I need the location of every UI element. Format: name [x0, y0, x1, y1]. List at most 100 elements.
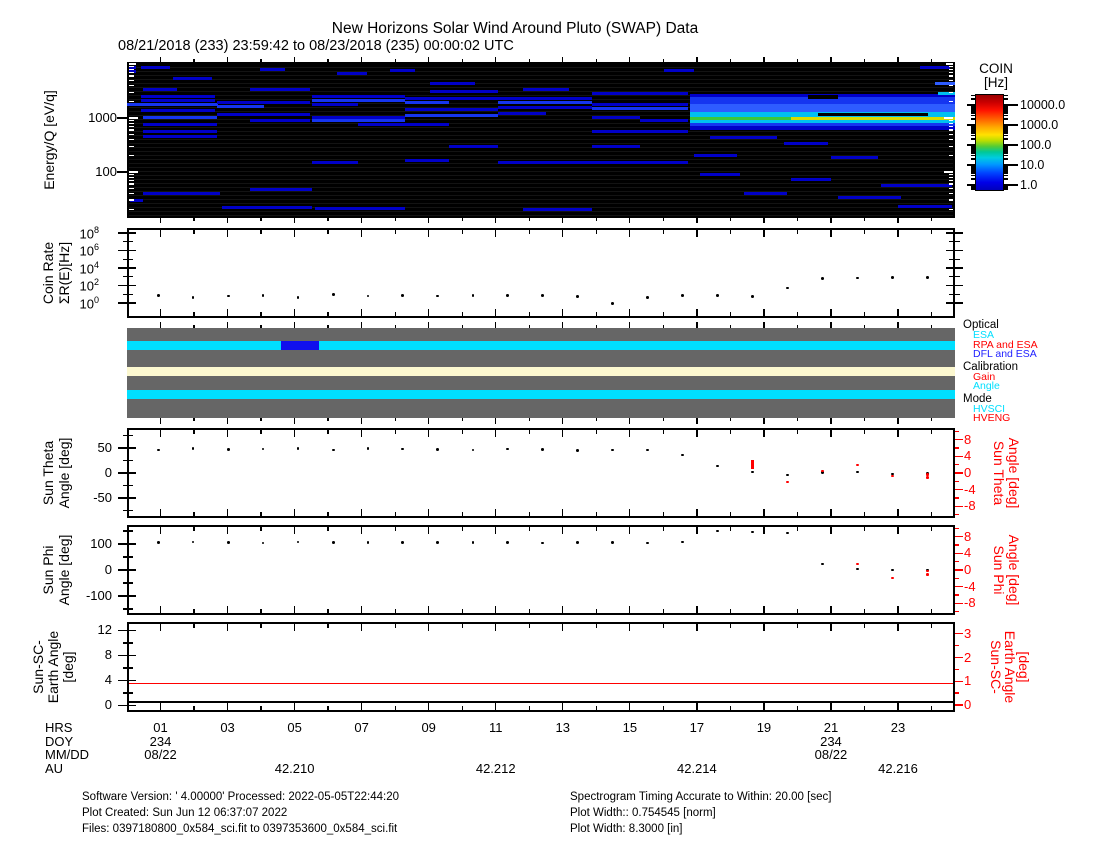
- tick-mark: [226, 230, 229, 237]
- date-label: 08/22: [814, 747, 848, 762]
- tick-mark: [830, 309, 832, 316]
- tick-mark: [955, 602, 963, 604]
- legend-header: Mode: [963, 392, 992, 405]
- ytick-label: 0: [104, 697, 112, 713]
- tick-mark: [129, 654, 136, 657]
- coin-ytick-label: 104: [79, 259, 99, 277]
- tick-mark: [226, 322, 229, 328]
- tick-mark: [863, 312, 866, 316]
- footer-plot-width-norm: Plot Width:: 0.754545 [norm]: [570, 807, 716, 819]
- tick-mark: [955, 505, 963, 507]
- sun-theta-right-ylabel-2: Angle [deg]: [1006, 437, 1022, 509]
- spectrogram-ytick-label: 1000: [88, 109, 117, 125]
- tick-mark: [696, 218, 698, 223]
- tick-mark: [293, 218, 296, 223]
- spectrogram-segment: [807, 94, 838, 99]
- data-point: [926, 472, 929, 476]
- tick-mark: [1004, 110, 1008, 112]
- tick-mark: [461, 706, 463, 710]
- data-point: [856, 470, 859, 474]
- tick-mark: [971, 105, 975, 107]
- tick-mark: [129, 183, 134, 185]
- tick-mark: [193, 706, 195, 710]
- sun-sc-earth-ylabel-2: Earth Angle: [45, 630, 61, 704]
- data-point: [506, 541, 510, 545]
- spectrogram-segment: [404, 100, 449, 104]
- tick-mark: [193, 218, 195, 221]
- tick-mark: [1004, 188, 1008, 191]
- tick-mark: [562, 703, 564, 710]
- spectrogram-segment: [690, 96, 955, 101]
- tick-mark: [897, 322, 899, 328]
- tick-mark: [595, 609, 597, 613]
- tick-mark: [955, 489, 963, 491]
- tick-mark: [955, 267, 963, 269]
- spectrogram-segment: [127, 103, 218, 107]
- tick-mark: [129, 75, 134, 77]
- tick-mark: [696, 509, 698, 516]
- xaxis-row-label-au: AU: [45, 760, 64, 776]
- tick-mark: [123, 241, 127, 243]
- spectrogram-segment: [314, 206, 405, 210]
- tick-mark: [662, 59, 664, 62]
- tick-mark: [863, 218, 866, 221]
- tick-mark: [159, 527, 162, 534]
- tick-mark: [863, 706, 866, 710]
- spectrogram-segment: [743, 191, 788, 195]
- tick-mark: [763, 418, 765, 424]
- tick-mark: [830, 624, 832, 631]
- tick-mark: [971, 165, 975, 167]
- sun-phi-right-ylabel-2: Angle [deg]: [1006, 534, 1022, 606]
- spectrogram-segment: [790, 117, 955, 122]
- tick-mark: [763, 230, 765, 237]
- data-point: [226, 294, 230, 298]
- tick-mark: [955, 692, 959, 694]
- tick-mark: [948, 192, 953, 195]
- spectrogram-segment: [690, 108, 955, 113]
- tick-mark: [595, 325, 597, 328]
- tick-mark: [129, 704, 136, 707]
- sun-theta-ylabel-2: Angle [deg]: [56, 437, 72, 509]
- data-point: [156, 294, 160, 298]
- tick-mark: [796, 312, 799, 316]
- tick-mark: [971, 178, 975, 180]
- tick-mark: [562, 418, 564, 424]
- tick-mark: [897, 309, 899, 316]
- data-point: [401, 447, 405, 451]
- tick-mark: [629, 218, 631, 223]
- tick-mark: [1004, 134, 1008, 137]
- spectrogram-segment: [312, 160, 359, 164]
- tick-mark: [796, 59, 799, 62]
- tick-mark: [662, 218, 664, 221]
- tick-mark: [129, 459, 133, 462]
- tick-mark: [595, 527, 597, 531]
- tick-mark: [260, 624, 262, 628]
- tick-mark: [971, 187, 975, 189]
- spectrogram-segment: [591, 144, 640, 148]
- tick-mark: [123, 459, 127, 462]
- tick-mark: [293, 624, 296, 631]
- tick-mark: [930, 527, 933, 531]
- tick-mark: [528, 527, 530, 531]
- tick-mark: [863, 418, 866, 421]
- tick-mark: [394, 312, 396, 316]
- footer-timing-accuracy: Spectrogram Timing Accurate to Within: 2…: [570, 791, 832, 803]
- spectrogram-segment: [390, 69, 415, 73]
- tick-mark: [562, 230, 564, 237]
- tick-mark: [863, 59, 866, 62]
- tick-mark: [629, 322, 631, 328]
- tick-mark: [293, 322, 296, 328]
- tick-mark: [428, 430, 430, 437]
- tick-mark: [662, 325, 664, 328]
- tick-mark: [129, 569, 136, 571]
- tick-mark: [361, 624, 363, 631]
- colorbar-tick-label: 10.0: [1020, 158, 1045, 172]
- tick-mark: [830, 322, 832, 328]
- xaxis-row-label-hrs: HRS: [45, 720, 73, 735]
- tick-mark: [193, 512, 195, 516]
- spectrogram-segment: [404, 114, 499, 118]
- tick-mark: [1004, 185, 1008, 187]
- tick-mark: [361, 509, 363, 516]
- tick-mark: [629, 430, 631, 437]
- tick-mark: [948, 208, 953, 211]
